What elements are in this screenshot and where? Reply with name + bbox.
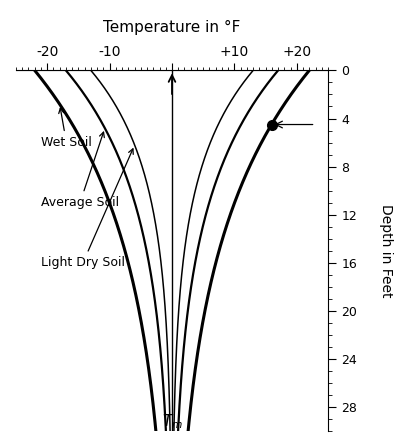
- Title: Temperature in °F: Temperature in °F: [103, 19, 241, 34]
- Text: Wet Soil: Wet Soil: [41, 108, 92, 149]
- Y-axis label: Depth in Feet: Depth in Feet: [379, 204, 393, 297]
- Text: $T_m$: $T_m$: [162, 413, 182, 431]
- Text: Light Dry Soil: Light Dry Soil: [41, 149, 133, 269]
- Text: Average Soil: Average Soil: [41, 132, 119, 209]
